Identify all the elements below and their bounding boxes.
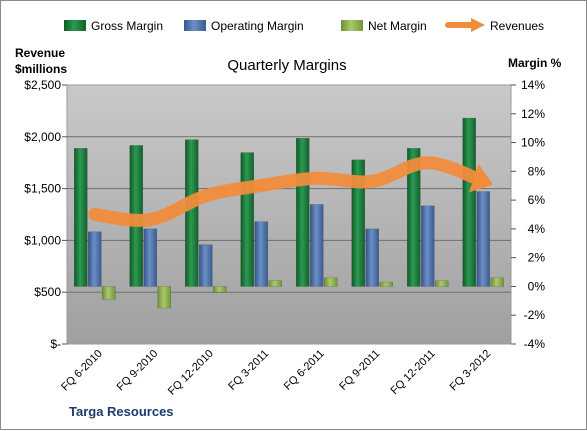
bar-net-margin-7 [490,277,504,287]
revenue-line [88,156,493,227]
bar-operating-margin-0 [88,231,102,287]
right-tick-label-8: 12% [521,107,545,121]
legend-swatch-operating-margin [184,20,206,31]
bar-operating-margin-2 [199,244,213,287]
right-tick-label-7: 10% [521,136,545,150]
bar-gross-margin-7 [462,117,476,287]
chart-title: Quarterly Margins [227,57,346,74]
left-tick-label-1: $500 [34,285,61,299]
category-label-3: FQ 3-2011 [226,348,271,393]
right-axis-title: Margin % [508,56,562,70]
left-axis-ticks: $- $500 $1,000 $1,500 $2,000 $2,500 [24,78,67,351]
bar-operating-margin-3 [254,221,268,287]
left-tick-label-2: $1,000 [24,233,61,247]
legend-label-gross-margin: Gross Margin [91,19,163,33]
right-tick-label-5: 6% [528,193,546,207]
category-label-7: FQ 3-2012 [448,348,494,394]
bar-net-margin-1 [157,286,171,309]
category-label-4: FQ 6-2011 [282,348,327,393]
right-tick-label-3: 2% [528,251,546,265]
revenues-arrowhead [468,163,493,193]
bar-operating-margin-7 [476,191,490,287]
bar-net-margin-0 [102,286,116,300]
right-tick-label-1: -2% [524,308,546,322]
bar-net-margin-4 [324,277,338,287]
bar-gross-margin-6 [407,148,421,287]
legend-label-revenues: Revenues [490,19,544,33]
right-tick-label-4: 4% [528,222,546,236]
bar-operating-margin-5 [365,228,379,287]
revenues-line-path [88,156,490,227]
left-axis-title-line2: $millions [15,62,67,76]
left-axis-title-line1: Revenue [15,46,65,60]
left-tick-label-5: $2,500 [24,78,61,92]
category-labels: FQ 6-2010 FQ 9-2010 FQ 12-2010 FQ 3-2011 FQ … [59,348,493,398]
right-tick-label-2: 0% [528,279,546,293]
company-label: Targa Resources [69,404,174,419]
left-tick-label-0: $- [50,337,61,351]
category-label-2: FQ 12-2010 [166,348,216,398]
legend-swatch-revenues [445,18,485,32]
category-label-5: FQ 9-2011 [337,348,382,393]
bar-gross-margin-2 [185,139,199,287]
legend: Gross Margin Operating Margin Net Margin… [64,18,544,33]
bar-gross-margin-0 [74,148,88,287]
left-tick-label-3: $1,500 [24,182,61,196]
bar-gross-margin-3 [240,152,254,287]
left-tick-label-4: $2,000 [24,130,61,144]
category-label-1: FQ 9-2010 [115,348,161,394]
bar-net-margin-6 [435,280,449,287]
bar-operating-margin-1 [143,228,157,287]
legend-swatch-net-margin [341,20,363,31]
right-tick-label-9: 14% [521,78,545,92]
legend-label-operating-margin: Operating Margin [211,19,304,33]
bar-operating-margin-4 [310,204,324,287]
right-axis-ticks: -4% -2% 0% 2% 4% 6% 8% 10% 12% 14% [511,78,545,351]
category-label-6: FQ 12-2011 [388,348,437,397]
bar-net-margin-3 [268,280,282,287]
right-tick-label-0: -4% [524,337,546,351]
bar-gross-margin-5 [351,159,365,287]
category-label-0: FQ 6-2010 [59,348,105,394]
right-tick-label-6: 8% [528,164,546,178]
legend-label-net-margin: Net Margin [368,19,427,33]
bar-gross-margin-4 [296,137,310,287]
legend-swatch-gross-margin [64,20,86,31]
bar-operating-margin-6 [421,205,435,287]
bar-net-margin-5 [379,281,393,287]
bar-net-margin-2 [213,286,227,293]
